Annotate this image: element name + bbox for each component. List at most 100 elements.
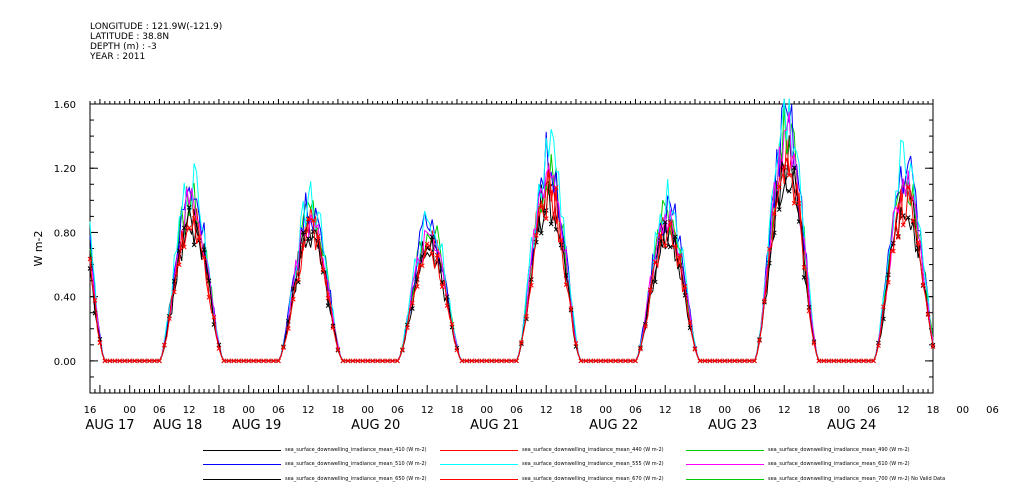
x-hour-label: 00 (242, 405, 255, 416)
data-point (340, 358, 346, 364)
legend-label: sea_surface_downwelling_irradiance_mean_… (285, 476, 427, 482)
data-point (826, 358, 832, 364)
data-point (930, 344, 936, 349)
x-hour-label: 00 (956, 405, 969, 416)
data-point (608, 358, 614, 364)
data-point (112, 358, 118, 364)
data-point (429, 251, 435, 257)
data-point (330, 325, 336, 330)
data-point (414, 284, 420, 289)
data-point (652, 279, 658, 285)
data-point (246, 358, 252, 364)
data-point (578, 358, 584, 364)
latitude-label: LATITUDE : 38.8N (90, 32, 170, 42)
legend-label: sea_surface_downwelling_irradiance_mean_… (522, 461, 664, 467)
data-point (266, 358, 271, 364)
data-point (677, 253, 683, 258)
data-point (305, 216, 311, 222)
data-point (613, 358, 618, 364)
data-point (305, 236, 311, 241)
data-point (762, 298, 767, 304)
data-point (910, 218, 916, 223)
data-point (652, 259, 658, 265)
data-point (365, 358, 371, 364)
data-point (241, 358, 247, 364)
y-tick-label: 1.20 (54, 164, 76, 175)
data-point (419, 263, 425, 269)
data-point (816, 358, 822, 364)
data-point (623, 358, 628, 364)
data-point (603, 358, 609, 364)
data-point (221, 358, 227, 364)
data-point (781, 165, 787, 170)
x-day-label: AUG 23 (708, 418, 757, 433)
y-tick-label: 1.60 (54, 100, 76, 111)
data-point (920, 282, 926, 288)
data-point (895, 234, 901, 240)
year-label: YEAR : 2011 (90, 52, 146, 62)
legend-swatch (686, 464, 764, 465)
data-point (181, 225, 187, 231)
data-point (618, 358, 623, 364)
data-point (285, 326, 291, 331)
data-point (380, 358, 385, 364)
data-point (851, 358, 857, 364)
data-point (395, 358, 400, 364)
data-point (796, 201, 802, 206)
series-line (89, 111, 934, 362)
data-point (667, 220, 673, 226)
data-point (216, 346, 222, 351)
data-point (102, 358, 108, 364)
data-point (494, 358, 499, 364)
data-point (295, 277, 301, 283)
data-point (166, 316, 172, 321)
series-line (89, 98, 934, 362)
data-point (588, 358, 594, 364)
data-point (474, 358, 480, 364)
data-point (841, 358, 847, 364)
legend-swatch (203, 464, 281, 465)
data-point (345, 358, 351, 364)
data-point (563, 282, 569, 287)
data-point (846, 358, 852, 364)
data-point (732, 358, 738, 364)
x-day-label: AUG 18 (153, 418, 202, 433)
data-point (836, 358, 842, 364)
data-point (672, 244, 678, 249)
y-tick-label: 0.00 (54, 357, 76, 368)
data-point (553, 226, 559, 232)
data-point (162, 342, 167, 348)
data-point (573, 340, 579, 346)
data-point (524, 314, 529, 319)
data-point (628, 358, 633, 364)
data-point (206, 278, 212, 284)
data-point (300, 229, 306, 235)
x-hour-label: 12 (897, 405, 910, 416)
x-hour-label: 00 (599, 405, 612, 416)
data-point (92, 298, 98, 303)
data-point (315, 233, 321, 239)
data-point (335, 347, 341, 352)
data-point (866, 358, 871, 364)
data-point (672, 234, 678, 240)
x-hour-label: 00 (361, 405, 374, 416)
data-point (350, 358, 356, 364)
x-hour-label: 12 (778, 405, 791, 416)
x-hour-label: 12 (659, 405, 672, 416)
series-line (89, 105, 934, 362)
data-point (355, 358, 361, 364)
x-hour-label: 18 (927, 405, 940, 416)
data-point (171, 289, 177, 295)
data-point (424, 241, 430, 247)
data-point (196, 234, 202, 240)
data-point (310, 217, 316, 223)
data-point (519, 339, 524, 345)
data-point (181, 244, 187, 250)
x-hour-label: 00 (718, 405, 731, 416)
data-point (281, 345, 286, 350)
x-hour-label: 18 (689, 405, 702, 416)
data-point (717, 358, 723, 364)
data-point (633, 358, 638, 364)
data-point (464, 358, 470, 364)
data-point (261, 358, 266, 364)
